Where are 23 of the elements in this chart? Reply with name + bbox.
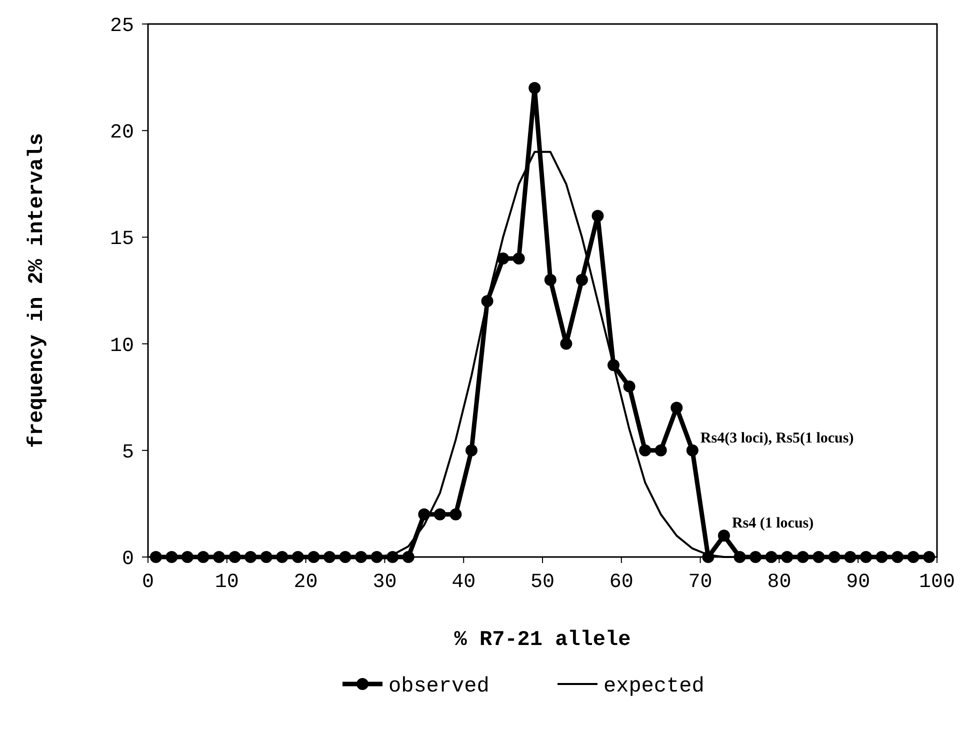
y-tick-label: 25 [110,15,134,38]
x-tick-label: 50 [530,571,555,594]
annotation: Rs4(3 loci), Rs5(1 locus) [700,430,854,446]
legend-label: expected [604,675,704,698]
x-tick-label: 0 [142,571,154,594]
x-tick-label: 10 [214,571,239,594]
annotation: Rs4 (1 locus) [732,516,814,532]
x-tick-label: 20 [294,571,318,594]
x-tick-label: 30 [372,571,397,594]
y-tick-label: 10 [110,334,134,358]
legend-label: observed [388,675,490,698]
x-tick-label: 100 [918,571,956,594]
x-axis-title: % R7-21 allele [454,629,631,652]
x-tick-label: 70 [688,571,712,594]
x-tick-label: 80 [767,571,792,594]
y-tick-label: 20 [110,122,134,145]
x-tick-label: 90 [846,571,870,594]
x-tick-label: 40 [452,571,476,594]
y-axis-title: frequency in 2% intervals [26,132,49,448]
y-tick-label: 0 [122,548,134,571]
y-tick-label: 5 [122,441,134,464]
x-tick-label: 60 [609,571,634,594]
y-tick-label: 15 [110,228,134,252]
